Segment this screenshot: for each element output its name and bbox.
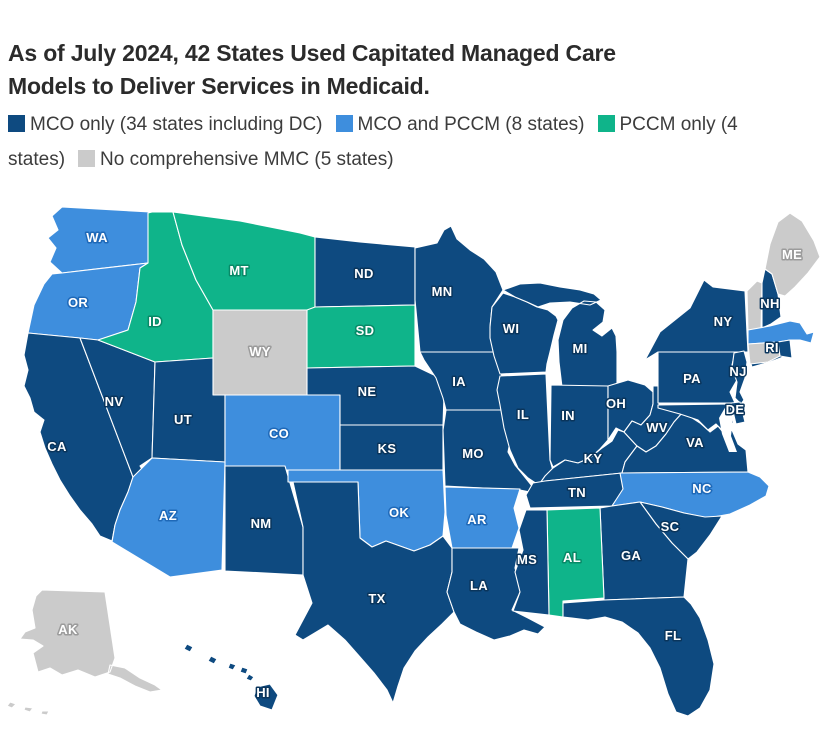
legend-item-pccm: PCCM only (4 states) [8, 114, 738, 170]
state-SD[interactable] [306, 304, 416, 369]
legend-item-mco_pccm: MCO and PCCM (8 states) [335, 114, 585, 135]
legend-swatch-pccm [597, 115, 615, 132]
state-TX[interactable] [292, 481, 455, 704]
state-PA[interactable] [657, 351, 738, 404]
state-CO[interactable] [224, 394, 341, 471]
state-WY[interactable] [212, 309, 308, 396]
legend-label-mco: MCO only (34 states including DC) [30, 114, 323, 135]
legend-swatch-mco [8, 115, 25, 132]
state-ME[interactable] [764, 212, 821, 297]
state-CT[interactable] [747, 341, 781, 365]
page-title: As of July 2024, 42 States Used Capitate… [8, 40, 616, 99]
state-MS[interactable] [512, 509, 550, 616]
state-WI[interactable] [489, 292, 559, 375]
state-MI[interactable] [502, 282, 618, 388]
state-WA[interactable] [47, 206, 151, 274]
state-AZ[interactable] [111, 457, 226, 578]
legend-label-pccm: PCCM only (4 states) [8, 114, 738, 170]
state-AK[interactable] [6, 589, 163, 716]
state-NJ[interactable] [731, 350, 748, 405]
state-KS[interactable] [339, 424, 444, 471]
state-AR[interactable] [444, 486, 521, 549]
legend-item-none: No comprehensive MMC (5 states) [78, 149, 394, 170]
legend-label-none: No comprehensive MMC (5 states) [100, 148, 394, 170]
state-VT[interactable] [746, 280, 763, 334]
state-FL[interactable] [562, 596, 715, 717]
state-IL[interactable] [496, 373, 554, 487]
legend-swatch-none [78, 149, 96, 167]
state-HI[interactable] [183, 643, 279, 711]
state-ND[interactable] [314, 236, 416, 308]
legend-label-mco_pccm: MCO and PCCM (8 states) [357, 114, 585, 135]
legend-item-mco: MCO only (34 states including DC) [8, 114, 323, 135]
state-RI[interactable] [777, 339, 793, 359]
legend: MCO only (34 states including DC) MCO and… [8, 108, 768, 178]
legend-swatch-mco_pccm [335, 115, 353, 132]
